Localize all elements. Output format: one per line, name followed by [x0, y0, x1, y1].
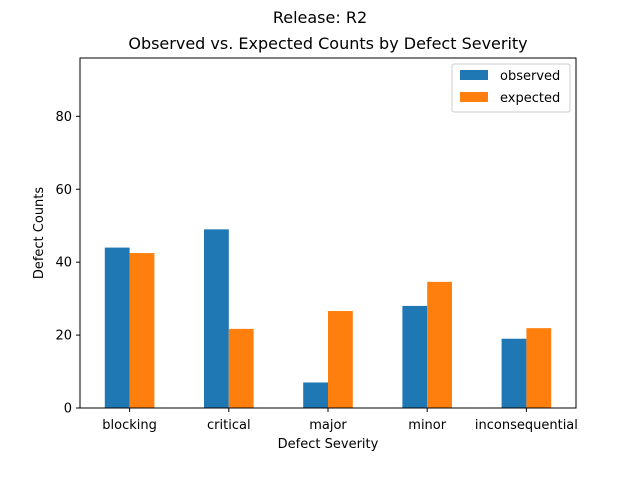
bar-observed-major: [303, 382, 328, 408]
legend-label-observed: observed: [500, 69, 560, 84]
bar-expected-major: [328, 311, 353, 408]
bar-expected-inconsequential: [526, 328, 552, 408]
legend-swatch-observed: [460, 70, 488, 80]
y-axis-ticks: 0 20 40 60 80: [55, 110, 80, 417]
y-tick-label: 60: [55, 183, 72, 198]
bar-observed-minor: [402, 305, 428, 408]
bar-expected-blocking: [129, 253, 155, 408]
y-tick-label: 40: [55, 256, 72, 271]
x-axis-ticks: blocking critical major minor inconsequentia…: [102, 408, 578, 433]
plot-frame: [79, 57, 577, 409]
bar-expected-minor: [427, 281, 452, 408]
y-axis-label: Defect Counts: [32, 187, 47, 280]
x-tick-label-critical: critical: [207, 418, 251, 433]
bar-expected-critical: [228, 328, 254, 408]
y-tick-label: 0: [64, 402, 72, 417]
chart-title: Observed vs. Expected Counts by Defect S…: [128, 34, 527, 53]
legend: observed expected: [451, 63, 571, 113]
x-axis-label: Defect Severity: [278, 437, 379, 452]
y-tick-label: 80: [55, 110, 72, 125]
bar-observed-critical: [204, 229, 229, 408]
legend-label-expected: expected: [500, 91, 560, 106]
bars-group: [104, 229, 552, 408]
x-tick-label-minor: minor: [408, 418, 446, 433]
x-tick-label-major: major: [309, 418, 347, 433]
x-tick-label-inconsequential: inconsequential: [475, 418, 578, 433]
x-tick-label-blocking: blocking: [102, 418, 157, 433]
chart-suptitle: Release: R2: [273, 8, 367, 27]
y-tick-label: 20: [55, 329, 72, 344]
legend-swatch-expected: [460, 92, 488, 102]
bar-observed-inconsequential: [501, 338, 527, 408]
bar-observed-blocking: [104, 247, 130, 408]
